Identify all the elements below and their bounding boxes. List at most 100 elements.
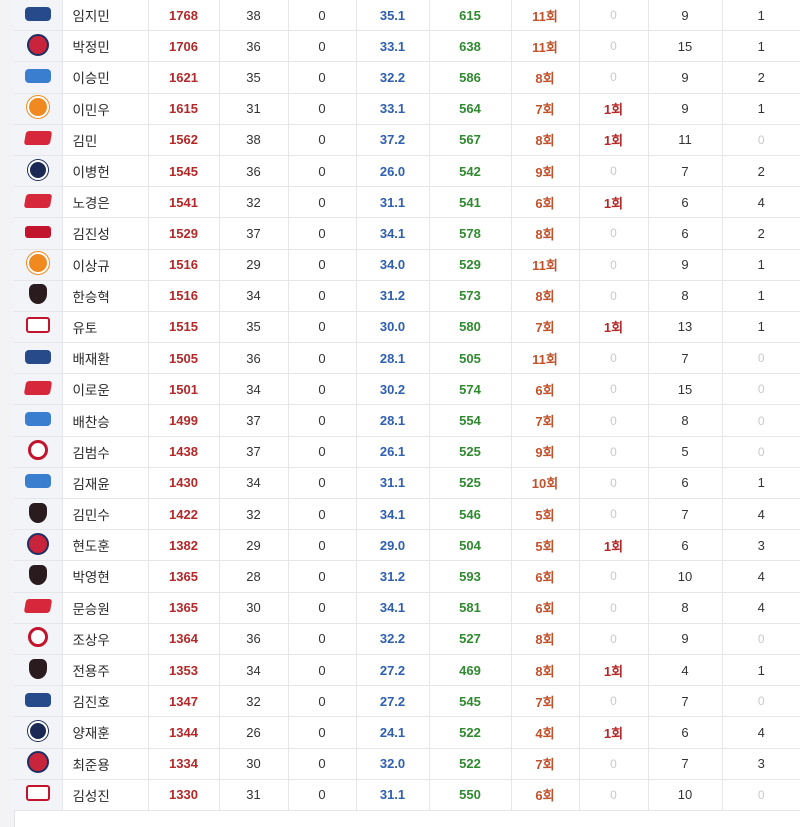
stat-cell: 15 [648,30,723,63]
stat-cell: 9 [648,0,723,32]
player-name[interactable]: 배재환 [62,342,149,375]
player-name[interactable]: 이상규 [62,249,149,281]
games-cell: 29 [219,529,289,562]
team-logo-cell [14,529,63,562]
player-name[interactable]: 문승원 [62,592,149,624]
team-logo-cell [14,623,63,655]
player-name[interactable]: 최준용 [62,748,149,780]
points-cell: 615 [429,0,512,32]
count-cell: 6회 [511,560,580,593]
team-logo-cell [14,467,63,500]
player-name[interactable]: 이민우 [62,93,149,125]
table-row[interactable]: 현도훈 1382 29 0 29.0 504 5회 1회 6 3 [14,529,800,562]
stat-last-cell: 0 [722,124,800,156]
award-cell: 1회 [579,186,649,219]
games-cell: 28 [219,560,289,593]
stat-cell: 7 [648,498,723,531]
table-row[interactable]: 배찬승 1499 37 0 28.1 554 7회 0 8 0 [14,404,800,437]
table-row[interactable]: 최준용 1334 30 0 32.0 522 7회 0 7 3 [14,748,800,780]
points-cell: 580 [429,311,512,344]
giants-logo-icon [26,751,49,774]
table-row[interactable]: 김성진 1330 31 0 31.1 550 6회 0 10 0 [14,779,800,811]
stat-zero-cell: 0 [288,30,357,63]
count-cell: 11회 [511,249,580,281]
wiz-logo-icon [25,317,50,334]
games-cell: 34 [219,467,289,500]
count-cell: 5회 [511,498,580,531]
table-row[interactable]: 김재윤 1430 34 0 31.1 525 10회 0 6 1 [14,467,800,500]
table-row[interactable]: 한승혁 1516 34 0 31.2 573 8회 0 8 1 [14,280,800,312]
games-cell: 31 [219,93,289,125]
table-row[interactable]: 배재환 1505 36 0 28.1 505 11회 0 7 0 [14,342,800,375]
player-name[interactable]: 김진성 [62,217,149,250]
player-name[interactable]: 배찬승 [62,404,149,437]
points-cell: 522 [429,716,512,749]
award-cell: 1회 [579,654,649,687]
player-name[interactable]: 이로운 [62,373,149,406]
table-row[interactable]: 임지민 1768 38 0 35.1 615 11회 0 9 1 [14,0,800,32]
table-row[interactable]: 전용주 1353 34 0 27.2 469 8회 1회 4 1 [14,654,800,687]
player-name[interactable]: 유토 [62,311,149,344]
bears-logo-icon [27,159,48,180]
player-name[interactable]: 현도훈 [62,529,149,562]
table-row[interactable]: 이민우 1615 31 0 33.1 564 7회 1회 9 1 [14,93,800,125]
player-name[interactable]: 김민수 [62,498,149,531]
lions-logo-icon [24,68,51,83]
rate-cell: 27.2 [356,685,430,718]
table-row[interactable]: 김진호 1347 32 0 27.2 545 7회 0 7 0 [14,685,800,718]
count-cell: 11회 [511,0,580,32]
player-name[interactable]: 양재훈 [62,716,149,749]
rate-cell: 34.1 [356,498,430,531]
team-logo-cell [14,685,63,718]
player-name[interactable]: 김진호 [62,685,149,718]
player-name[interactable]: 한승혁 [62,280,149,312]
player-name[interactable]: 김범수 [62,436,149,468]
team-logo-cell [14,716,63,749]
player-name[interactable]: 이승민 [62,61,149,94]
stat-zero-cell: 0 [288,623,357,655]
player-name[interactable]: 노경은 [62,186,149,219]
table-row[interactable]: 이로운 1501 34 0 30.2 574 6회 0 15 0 [14,373,800,406]
stat-zero-cell: 0 [288,654,357,687]
stat-last-cell: 1 [722,467,800,500]
table-row[interactable]: 김민 1562 38 0 37.2 567 8회 1회 11 0 [14,124,800,156]
table-row[interactable]: 김진성 1529 37 0 34.1 578 8회 0 6 2 [14,217,800,250]
table-row[interactable]: 조상우 1364 36 0 32.2 527 8회 0 9 0 [14,623,800,655]
player-name[interactable]: 박정민 [62,30,149,63]
table-row[interactable]: 이병헌 1545 36 0 26.0 542 9회 0 7 2 [14,155,800,188]
table-row[interactable]: 문승원 1365 30 0 34.1 581 6회 0 8 4 [14,592,800,624]
award-cell: 0 [579,155,649,188]
games-cell: 36 [219,342,289,375]
team-logo-cell [14,155,63,188]
table-row[interactable]: 이승민 1621 35 0 32.2 586 8회 0 9 2 [14,61,800,94]
rate-cell: 27.2 [356,654,430,687]
stat-cell: 13 [648,311,723,344]
stat-zero-cell: 0 [288,342,357,375]
team-logo-cell [14,61,63,94]
stat-last-cell: 1 [722,93,800,125]
table-row[interactable]: 김민수 1422 32 0 34.1 546 5회 0 7 4 [14,498,800,531]
player-name[interactable]: 김재윤 [62,467,149,500]
table-row[interactable]: 박정민 1706 36 0 33.1 638 11회 0 15 1 [14,30,800,63]
player-name[interactable]: 김민 [62,124,149,156]
table-row[interactable]: 노경은 1541 32 0 31.1 541 6회 1회 6 4 [14,186,800,219]
stat-cell: 7 [648,748,723,780]
team-logo-cell [14,592,63,624]
player-name[interactable]: 임지민 [62,0,149,32]
stat-zero-cell: 0 [288,311,357,344]
player-name[interactable]: 박영현 [62,560,149,593]
player-name[interactable]: 김성진 [62,779,149,811]
team-logo-cell [14,311,63,344]
table-row[interactable]: 양재훈 1344 26 0 24.1 522 4회 1회 6 4 [14,716,800,749]
table-row[interactable]: 유토 1515 35 0 30.0 580 7회 1회 13 1 [14,311,800,344]
table-row[interactable]: 이상규 1516 29 0 34.0 529 11회 0 9 1 [14,249,800,281]
table-row[interactable]: 박영현 1365 28 0 31.2 593 6회 0 10 4 [14,560,800,593]
player-name[interactable]: 이병헌 [62,155,149,188]
player-name[interactable]: 전용주 [62,654,149,687]
table-row[interactable]: 김범수 1438 37 0 26.1 525 9회 0 5 0 [14,436,800,468]
stat-zero-cell: 0 [288,436,357,468]
stat-last-cell: 4 [722,498,800,531]
stat-cell: 9 [648,623,723,655]
score-cell: 1706 [148,30,220,63]
player-name[interactable]: 조상우 [62,623,149,655]
